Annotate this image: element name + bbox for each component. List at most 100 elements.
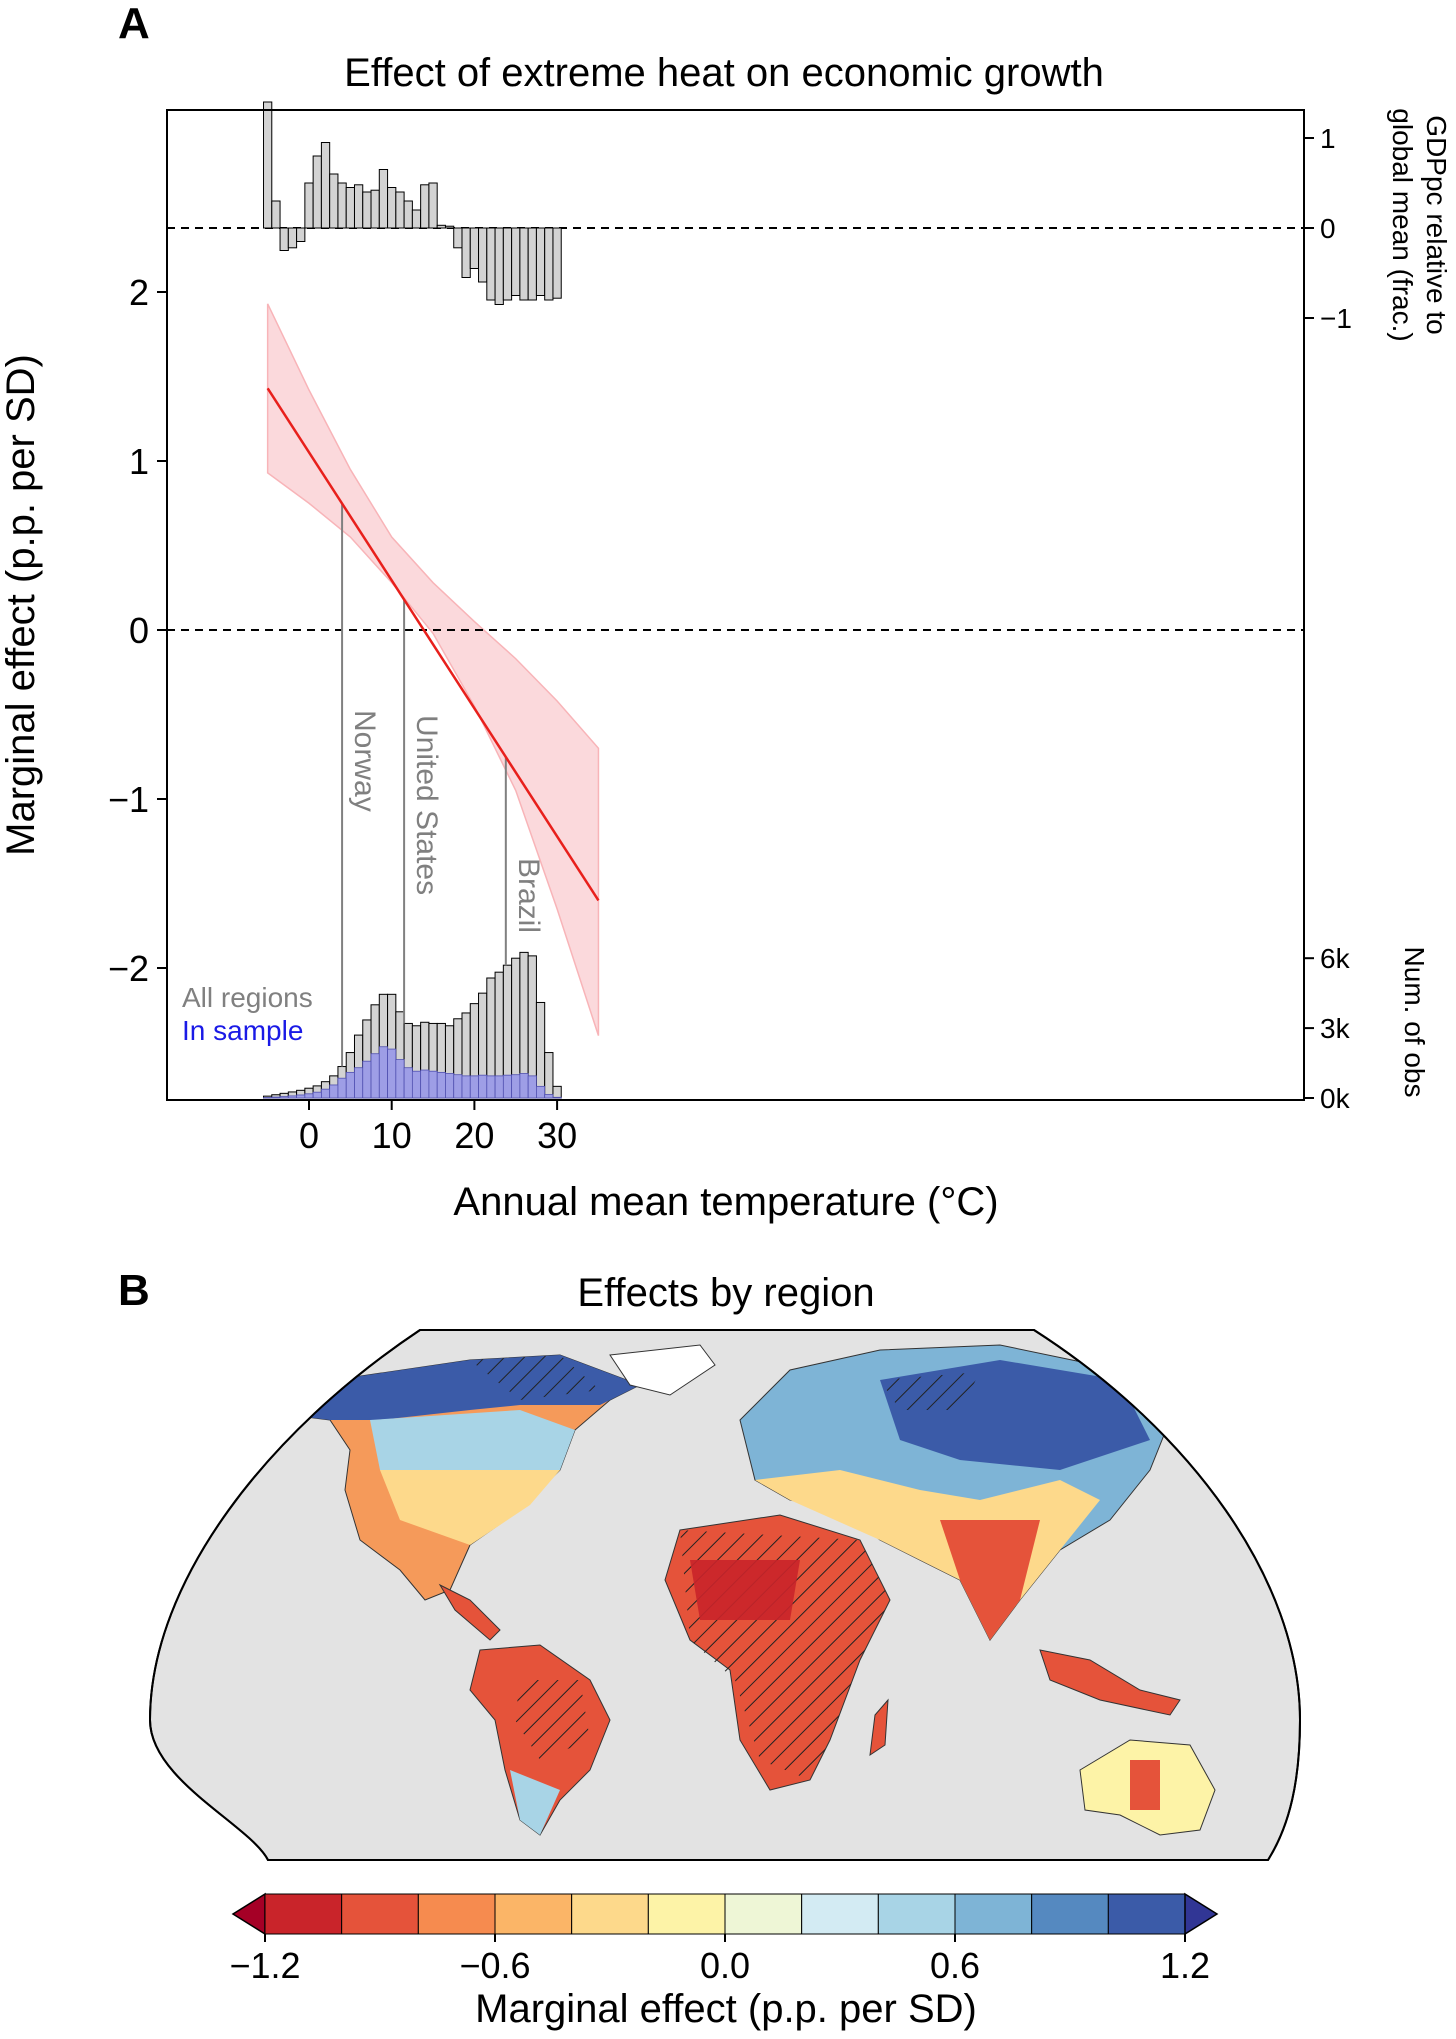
gdp-bar (428, 182, 438, 229)
obs-tick-label: 3k (1320, 1013, 1351, 1044)
right-top-axis-label-line2: global mean (frac.) (1387, 108, 1418, 341)
colorbar-tick-label: 0.6 (930, 1945, 980, 1986)
panel-a-letter: A (118, 0, 150, 48)
panel-b-letter: B (118, 1266, 150, 1315)
gdp-bar (279, 227, 289, 251)
colorbar-segment (264, 1893, 343, 1935)
obs-bar-sample (279, 1096, 289, 1099)
obs-bar-sample (461, 1075, 471, 1099)
legend-all-regions: All regions (182, 982, 313, 1013)
colorbar-tick-label: 1.2 (1160, 1945, 1210, 1986)
obs-bar-all (535, 1001, 546, 1099)
country-lines-layer: Norway United States Brazil (341, 503, 545, 1067)
obs-bar-sample (337, 1077, 347, 1099)
obs-bar-sample (354, 1067, 364, 1099)
colorbar-segment (724, 1893, 803, 1935)
obs-bar-sample (296, 1094, 306, 1099)
obs-bar-sample (552, 1096, 562, 1099)
gdp-bar (502, 227, 513, 301)
obs-bar-sample (370, 1053, 380, 1099)
obs-tick-label: 6k (1320, 943, 1351, 974)
colorbar-tick-label: −0.6 (459, 1945, 530, 1986)
map-indonesia (1039, 1649, 1181, 1716)
obs-bar-sample (329, 1084, 339, 1099)
map-central-america (438, 1583, 501, 1641)
ci-band-layer (266, 303, 600, 1036)
x-tick-label: 10 (372, 1115, 412, 1156)
gdp-bar (287, 227, 298, 249)
colorbar-segment (494, 1893, 573, 1935)
obs-bar-sample (395, 1059, 405, 1099)
obs-bar-sample (511, 1074, 521, 1099)
obs-bar-sample (411, 1070, 422, 1099)
gdp-bar (544, 227, 554, 301)
gdp-bar (362, 191, 372, 229)
obs-bar-sample (321, 1088, 331, 1099)
obs-bar-sample (519, 1073, 529, 1099)
colorbar: −1.2 −0.6 0.0 0.6 1.2 (229, 1892, 1219, 1986)
y-tick-label: 2 (129, 272, 149, 313)
gdp-bar (469, 227, 480, 269)
obs-bar-sample (544, 1094, 554, 1099)
gdp-bar (271, 200, 281, 229)
gdp-bar (519, 227, 529, 301)
y-tick-label: 0 (129, 610, 149, 651)
gdp-bar (353, 184, 364, 229)
effect-line (266, 387, 600, 902)
obs-bar-sample (420, 1069, 430, 1099)
gdp-bar (395, 191, 405, 229)
gdp-bar (527, 227, 537, 301)
obs-bar-sample (478, 1074, 488, 1099)
gdp-bar (444, 225, 455, 229)
ci-band (266, 303, 600, 1036)
gdp-bars-layer (263, 101, 562, 305)
country-label: Norway (348, 710, 381, 812)
obs-bar-sample (453, 1074, 463, 1099)
obs-bars-layer (263, 951, 562, 1099)
colorbar-segment (1031, 1893, 1109, 1935)
gdp-bar (312, 155, 322, 229)
gdp-bar (411, 209, 422, 229)
gdp-bar (320, 142, 331, 229)
map-greenland (609, 1344, 716, 1396)
gdp-bar (263, 101, 273, 229)
colorbar-segment (954, 1893, 1033, 1935)
colorbar-segment (801, 1893, 879, 1935)
gdp-bar (337, 182, 347, 229)
gdp-bar (486, 227, 496, 301)
colorbar-segment (1107, 1893, 1186, 1935)
obs-bar-sample (536, 1085, 546, 1099)
zero-reference-lines (167, 227, 1304, 631)
legend-in-sample: In sample (182, 1015, 303, 1046)
country-label: United States (410, 715, 443, 895)
obs-bar-sample (445, 1073, 455, 1099)
colorbar-tick-label: −1.2 (229, 1945, 300, 1986)
gdp-bar (329, 173, 339, 229)
gdp-bar (370, 189, 380, 229)
obs-bar-all (544, 1052, 554, 1099)
obs-bar-sample (436, 1071, 446, 1099)
obs-bar-sample (403, 1067, 413, 1099)
gdp-bar (453, 227, 463, 249)
y-tick-label: −2 (108, 948, 149, 989)
country-label: Brazil (512, 858, 545, 933)
obs-bar-all (552, 1085, 562, 1099)
panel-b-title: Effects by region (577, 1271, 874, 1315)
right-bottom-axis-label: Num. of obs (1399, 947, 1430, 1098)
obs-bar-sample (494, 1075, 504, 1099)
obs-bar-sample (502, 1074, 513, 1099)
obs-tick-label: 0k (1320, 1083, 1351, 1114)
gdp-tick-label: 1 (1320, 123, 1336, 154)
x-tick-label: 0 (299, 1115, 319, 1156)
gdp-bar (345, 187, 355, 229)
obs-bar-sample (469, 1075, 479, 1099)
y-tick-label: 1 (129, 441, 149, 482)
obs-bar-sample (312, 1091, 322, 1099)
gdp-bar (461, 227, 471, 278)
gdp-bar (387, 187, 397, 229)
gdp-bar (420, 184, 430, 229)
gdp-tick-label: −1 (1320, 303, 1352, 334)
gdp-bar (304, 182, 314, 229)
